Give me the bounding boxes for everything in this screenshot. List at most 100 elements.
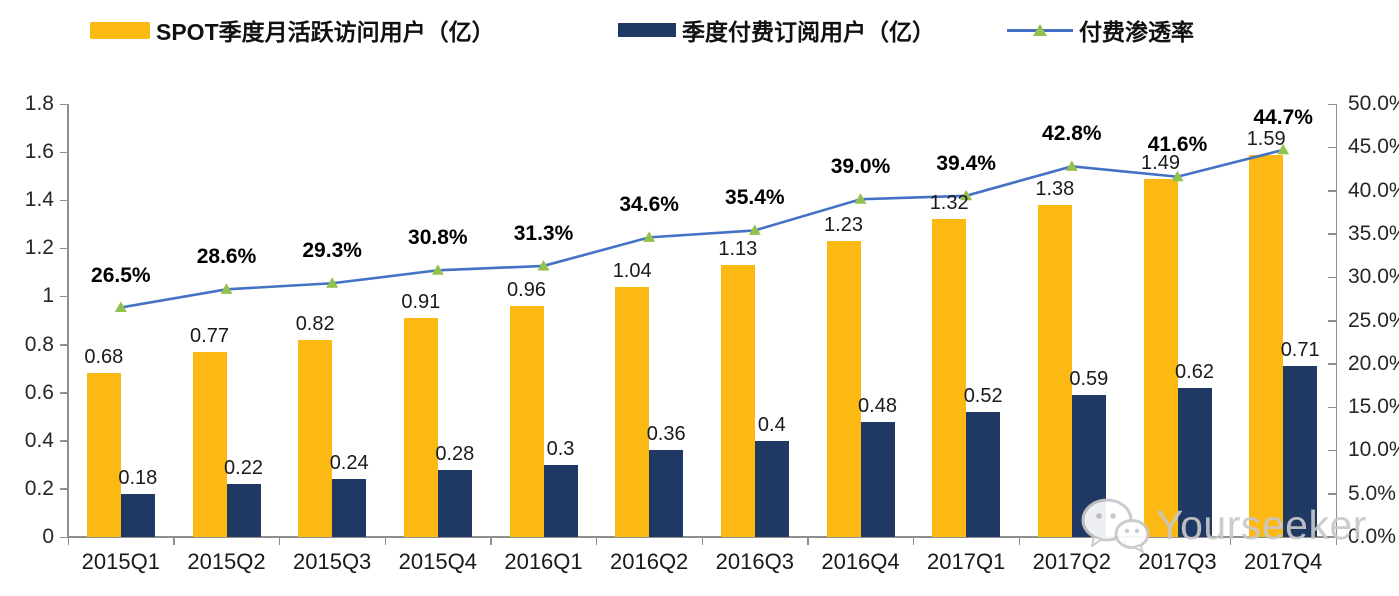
wechat-icon xyxy=(1081,498,1150,553)
right-axis-line xyxy=(1335,104,1337,537)
subscriber-value-label: 0.4 xyxy=(757,413,786,436)
x-axis-category-label: 2015Q1 xyxy=(81,549,160,574)
right-axis-tick xyxy=(1328,493,1336,495)
subscriber-value-label: 0.52 xyxy=(963,384,1003,407)
right-axis-tick-label: 0.0% xyxy=(1348,525,1396,548)
x-axis-category-label: 2015Q3 xyxy=(293,549,372,574)
left-axis-tick xyxy=(60,536,68,538)
right-axis-tick xyxy=(1328,146,1336,149)
left-axis-tick xyxy=(60,392,68,394)
x-axis-tick xyxy=(807,537,809,545)
left-axis-tick xyxy=(60,199,68,202)
penetration-value-label: 39.0% xyxy=(830,155,891,179)
legend-item-mau: SPOT季度月活跃访问用户（亿） xyxy=(90,16,495,45)
x-axis-category-label: 2016Q3 xyxy=(715,549,794,574)
penetration-marker-icon xyxy=(114,301,127,313)
right-axis-tick-label: 40.0% xyxy=(1348,178,1399,202)
right-axis-tick xyxy=(1328,363,1336,365)
left-axis-tick xyxy=(60,344,68,346)
subscriber-bar xyxy=(649,450,684,537)
subscriber-value-label: 0.59 xyxy=(1069,368,1109,391)
subscriber-value-label: 0.48 xyxy=(858,394,897,417)
left-axis-tick-label: 0.8 xyxy=(24,332,54,356)
mau-bar xyxy=(86,373,121,537)
x-axis-category-label: 2017Q2 xyxy=(1032,549,1111,574)
mau-bar xyxy=(403,318,438,537)
x-axis-tick xyxy=(67,537,69,545)
x-axis-tick xyxy=(278,537,281,545)
penetration-marker-icon xyxy=(1277,143,1290,155)
left-axis-tick xyxy=(60,247,68,250)
subscriber-value-label: 0.28 xyxy=(435,442,475,465)
left-axis-tick-label: 1.6 xyxy=(24,140,54,164)
x-axis-tick xyxy=(1335,537,1337,545)
left-axis-tick-label: 1.2 xyxy=(24,236,54,260)
x-axis-category-label: 2016Q1 xyxy=(504,549,583,574)
left-axis-tick-label: 0 xyxy=(42,525,54,548)
subscriber-bar xyxy=(226,484,261,537)
right-axis-tick xyxy=(1328,406,1336,409)
left-axis-tick xyxy=(60,103,68,105)
right-axis-tick-label: 5.0% xyxy=(1348,481,1396,505)
line-marker-swatch-icon xyxy=(1007,23,1073,37)
right-axis-tick-label: 10.0% xyxy=(1348,438,1399,462)
subscriber-bar xyxy=(1283,366,1318,537)
subscriber-value-label: 0.24 xyxy=(329,452,369,475)
subscriber-bar xyxy=(120,493,155,537)
watermark: Yourseeker xyxy=(1080,496,1367,554)
left-axis-tick-label: 1.8 xyxy=(24,92,54,115)
watermark-text: Yourseeker xyxy=(1156,501,1367,548)
navy-bar-swatch-icon xyxy=(618,23,676,37)
left-axis-tick xyxy=(60,295,68,298)
legend-label-mau: SPOT季度月活跃访问用户（亿） xyxy=(156,19,495,45)
mau-bar xyxy=(720,265,755,537)
legend-item-subscribers: 季度付费订阅用户（亿） xyxy=(618,16,935,45)
subscriber-value-label: 0.71 xyxy=(1280,339,1320,362)
subscriber-bar xyxy=(1177,387,1212,537)
right-axis-tick xyxy=(1328,320,1336,322)
legend-item-penetration: 付费渗透率 xyxy=(1007,16,1194,45)
mau-value-label: 0.77 xyxy=(190,324,229,347)
penetration-marker-icon xyxy=(643,231,656,242)
right-axis-tick-label: 20.0% xyxy=(1348,351,1399,375)
right-axis-tick xyxy=(1328,536,1336,538)
x-axis-tick xyxy=(1018,537,1020,545)
mau-value-label: 1.32 xyxy=(929,192,969,215)
penetration-value-label: 42.8% xyxy=(1042,122,1102,146)
subscriber-bar xyxy=(860,421,895,537)
mau-value-label: 0.96 xyxy=(507,279,546,302)
penetration-value-label: 29.3% xyxy=(302,239,362,263)
left-axis-tick-label: 0.2 xyxy=(24,476,54,500)
subscriber-value-label: 0.36 xyxy=(646,423,686,446)
x-axis-tick xyxy=(595,537,598,545)
mau-value-label: 0.91 xyxy=(401,291,441,314)
mau-bar xyxy=(192,351,227,537)
right-axis-tick-label: 30.0% xyxy=(1348,265,1399,289)
right-axis-tick-label: 50.0% xyxy=(1348,92,1399,115)
mau-bar xyxy=(615,286,650,537)
x-axis-category-label: 2015Q4 xyxy=(398,549,477,574)
penetration-value-label: 35.4% xyxy=(725,186,785,210)
mau-bar xyxy=(1143,178,1178,537)
penetration-marker-icon xyxy=(537,259,550,271)
subscriber-bar xyxy=(332,479,367,537)
penetration-line-path xyxy=(120,148,1284,309)
subscriber-value-label: 0.62 xyxy=(1175,360,1214,383)
left-axis-tick-label: 1 xyxy=(42,284,54,308)
legend-label-subscribers: 季度付费订阅用户（亿） xyxy=(682,19,935,45)
penetration-marker-icon xyxy=(326,277,339,288)
right-axis-tick xyxy=(1328,103,1336,105)
left-axis-tick xyxy=(60,440,68,442)
right-axis-tick xyxy=(1328,449,1336,452)
subscriber-value-label: 0.3 xyxy=(546,437,575,460)
x-axis-tick xyxy=(701,537,703,545)
subscriber-bar xyxy=(966,411,1001,537)
right-axis-tick-label: 35.0% xyxy=(1348,221,1399,245)
penetration-marker-icon xyxy=(960,189,973,201)
mau-value-label: 0.68 xyxy=(84,346,124,369)
mau-bar xyxy=(932,219,967,537)
right-axis-tick xyxy=(1328,190,1336,192)
x-axis-tick xyxy=(384,537,386,545)
